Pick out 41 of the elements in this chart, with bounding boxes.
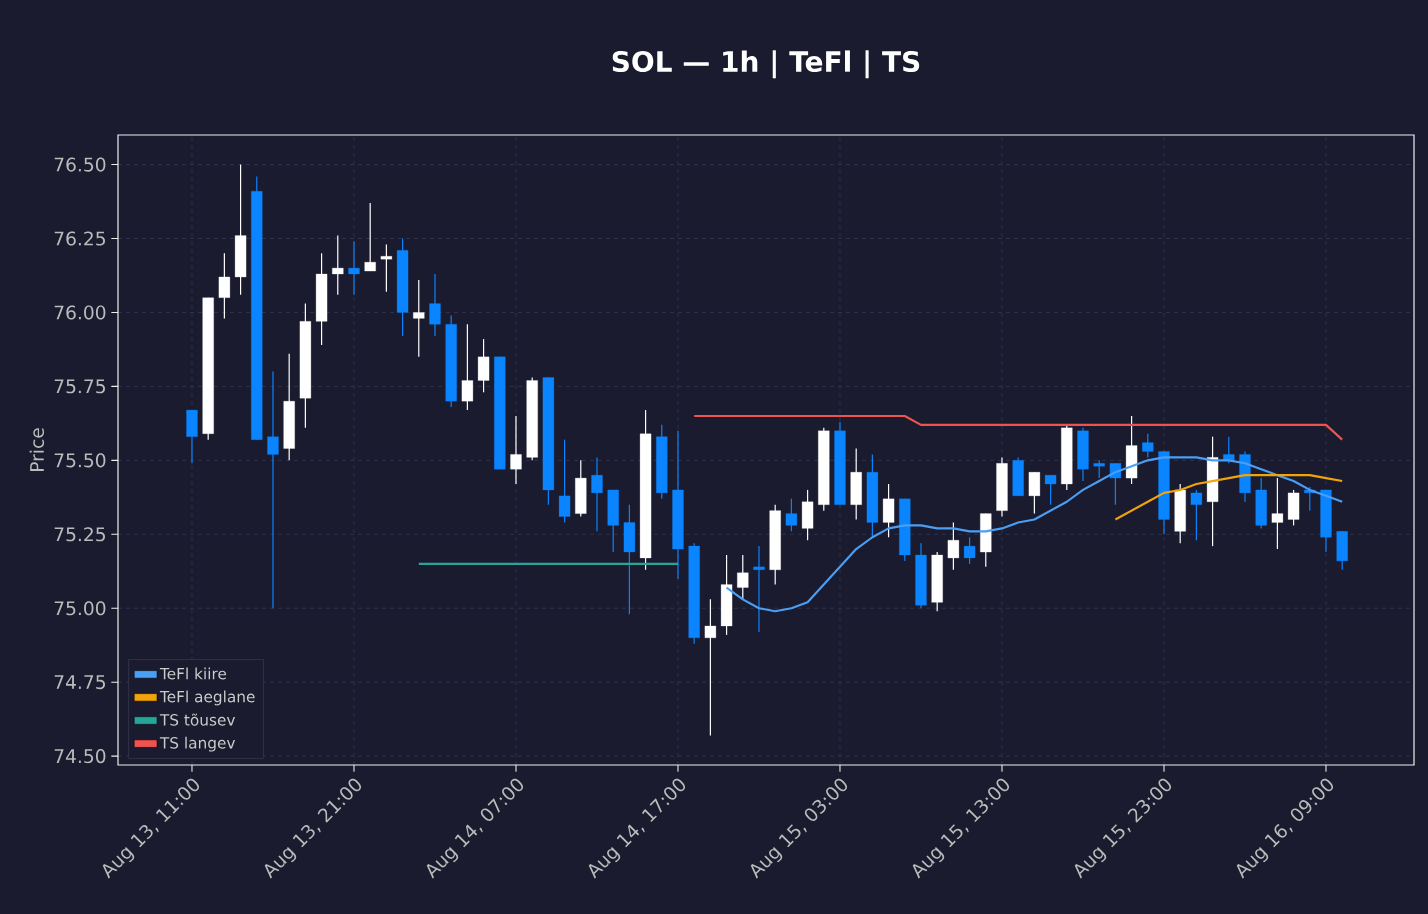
candlestick <box>1142 433 1154 458</box>
legend-label: TS langev <box>159 736 236 752</box>
y-tick-label: 75.75 <box>54 379 105 394</box>
candlestick <box>364 202 376 272</box>
candlestick <box>947 521 960 571</box>
y-tick-label: 74.75 <box>54 675 105 690</box>
y-tick-label: 76.25 <box>54 231 105 246</box>
chart-title: SOL — 1h | TeFl | TS <box>612 50 920 79</box>
candlestick <box>413 279 425 358</box>
candlestick <box>737 554 749 600</box>
y-tick-label: 74.50 <box>54 749 106 764</box>
candlestick <box>558 439 571 524</box>
candlestick <box>753 545 765 633</box>
y-tick-label: 76.00 <box>54 305 106 320</box>
legend-label: TeFl kiire <box>159 667 227 680</box>
y-tick-label: 76.50 <box>54 157 106 172</box>
y-axis-title: Price <box>29 428 45 471</box>
candlestick <box>1223 436 1235 464</box>
candlestick <box>1044 474 1057 506</box>
candlestick <box>267 371 279 609</box>
candlestick <box>348 240 360 296</box>
candlestick <box>510 415 522 485</box>
candlestick <box>591 456 603 532</box>
candlestick <box>785 498 798 532</box>
candlestick <box>461 323 474 411</box>
legend-label: TS tõusev <box>159 713 236 726</box>
candlestick <box>963 536 976 565</box>
candlestick <box>380 243 393 293</box>
legend-label: TeFl aeglane <box>159 690 255 706</box>
y-tick-label: 75.00 <box>54 601 106 616</box>
candlestick <box>332 234 344 296</box>
candlestick <box>1271 477 1284 550</box>
y-tick-label: 75.50 <box>54 453 106 468</box>
candlestick <box>704 598 717 737</box>
candlestick <box>477 338 490 393</box>
candlestick <box>218 252 231 319</box>
y-tick-label: 75.25 <box>54 527 105 542</box>
candlestick <box>429 273 441 337</box>
candlestick <box>1028 471 1041 515</box>
candlestick <box>1190 489 1203 541</box>
candlestick <box>882 483 895 538</box>
